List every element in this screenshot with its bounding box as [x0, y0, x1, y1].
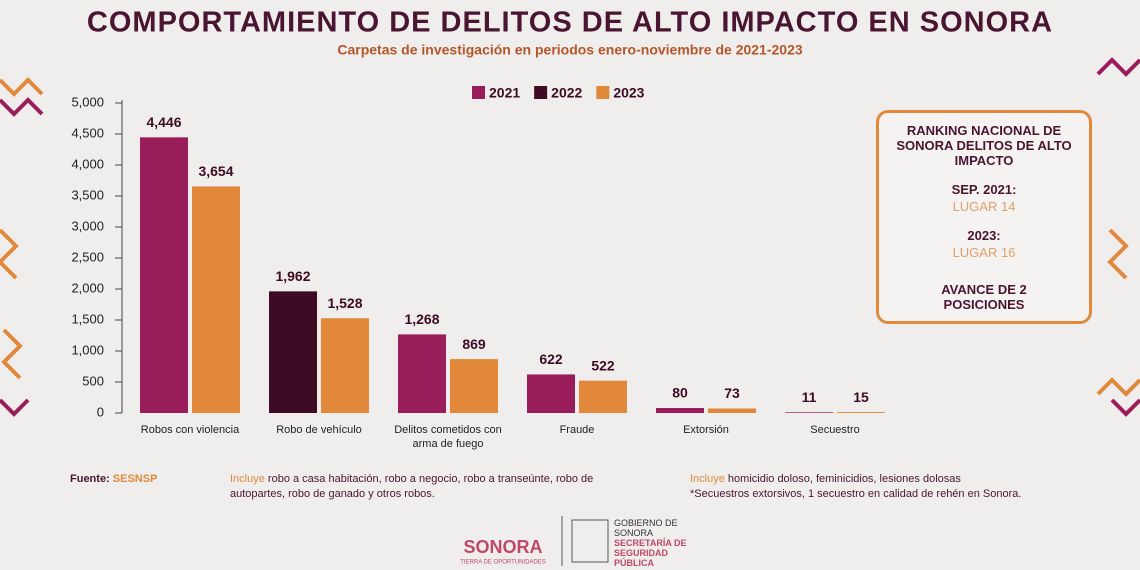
- y-tick-label: 3,000: [71, 218, 104, 233]
- bar: [269, 291, 317, 413]
- bar: [398, 334, 446, 413]
- bar: [785, 412, 833, 413]
- value-label: 869: [462, 336, 486, 352]
- legend-swatch: [534, 86, 548, 99]
- footer-slogan: TIERRA DE OPORTUNIDADES: [460, 560, 546, 566]
- x-tick-label: Delitos cometidos con arma de fuego: [394, 424, 502, 450]
- ranking-summary: AVANCE DE 2 POSICIONES: [941, 282, 1027, 312]
- legend-label: 2021: [489, 85, 520, 101]
- kidnap-note: *Secuestros extorsivos, 1 secuestro en c…: [690, 488, 1022, 500]
- bar: [837, 412, 885, 413]
- x-tick-label: Fraude: [559, 424, 595, 436]
- ranking-title: RANKING NACIONAL DE SONORA DELITOS DE AL…: [896, 123, 1072, 168]
- x-tick-label: Robo de vehículo: [276, 424, 362, 436]
- ranking-box: RANKING NACIONAL DE SONORA DELITOS DE AL…: [876, 110, 1092, 324]
- bar: [656, 408, 704, 413]
- crimes-note: Incluye homicidio doloso, feminicidios, …: [690, 472, 1110, 502]
- note-text: robo a casa habitación, robo a negocio, …: [230, 473, 594, 500]
- bar: [579, 380, 627, 413]
- y-tick-label: 5,000: [71, 94, 104, 109]
- decoration: [0, 57, 1140, 417]
- legend-label: 2023: [613, 85, 644, 101]
- robbery-note: Incluye robo a casa habitación, robo a n…: [230, 472, 640, 502]
- footer-state: SONORA: [463, 537, 542, 557]
- chart-subtitle: Carpetas de investigación en periodos en…: [337, 42, 802, 58]
- bar: [527, 374, 575, 413]
- ranking-period: 2023:: [967, 228, 1001, 243]
- legend-swatch: [472, 86, 485, 99]
- value-label: 1,528: [327, 295, 362, 311]
- y-tick-label: 500: [82, 373, 104, 388]
- value-label: 73: [724, 385, 740, 401]
- bar: [192, 186, 240, 413]
- value-label: 80: [672, 385, 688, 401]
- bar: [321, 318, 369, 413]
- value-label: 4,446: [146, 114, 181, 130]
- value-label: 1,268: [404, 311, 439, 327]
- value-label: 11: [802, 389, 817, 405]
- ranking-period: SEP. 2021:: [951, 182, 1017, 197]
- chart-title: COMPORTAMIENTO DE DELITOS DE ALTO IMPACT…: [87, 7, 1053, 39]
- bar: [708, 408, 756, 413]
- y-tick-label: 1,500: [71, 311, 104, 326]
- x-tick-label: Secuestro: [810, 424, 860, 436]
- source-label: Fuente:: [70, 473, 110, 485]
- y-tick-label: 4,000: [71, 156, 104, 171]
- note-lead: Incluye: [230, 473, 265, 485]
- value-label: 1,962: [275, 268, 310, 284]
- x-tick-label: Robos con violencia: [140, 424, 240, 436]
- source: SESNSP: [112, 473, 158, 485]
- y-tick-label: 4,500: [71, 125, 104, 140]
- footer-text: GOBIERNO DE SONORA SECRETARÍA DE SEGURID…: [614, 518, 687, 568]
- value-label: 522: [591, 357, 615, 373]
- footer-government: GOBIERNO DE SONORA: [614, 518, 678, 538]
- bar: [450, 359, 498, 413]
- x-tick-label: Extorsión: [683, 424, 729, 436]
- y-tick-label: 3,500: [71, 187, 104, 202]
- y-tick-label: 2,500: [71, 249, 104, 264]
- value-label: 15: [853, 389, 869, 405]
- value-label: 622: [539, 351, 563, 367]
- note-lead: Incluye: [690, 473, 725, 485]
- note-text: homicidio doloso, feminicidios, lesiones…: [727, 473, 961, 485]
- legend-label: 2022: [551, 85, 582, 101]
- ranking-rank: LUGAR 14: [952, 199, 1016, 214]
- source-note: Fuente: SESNSP: [70, 472, 157, 487]
- y-tick-label: 2,000: [71, 280, 104, 295]
- y-tick-label: 0: [97, 404, 104, 419]
- ranking-rank: LUGAR 16: [952, 245, 1016, 260]
- value-label: 3,654: [198, 163, 233, 179]
- bar: [140, 137, 188, 413]
- y-tick-label: 1,000: [71, 342, 104, 357]
- footer-agency: SECRETARÍA DE SEGURIDAD PÚBLICA: [614, 538, 687, 568]
- legend-swatch: [596, 86, 610, 99]
- footer-shield: [571, 519, 609, 563]
